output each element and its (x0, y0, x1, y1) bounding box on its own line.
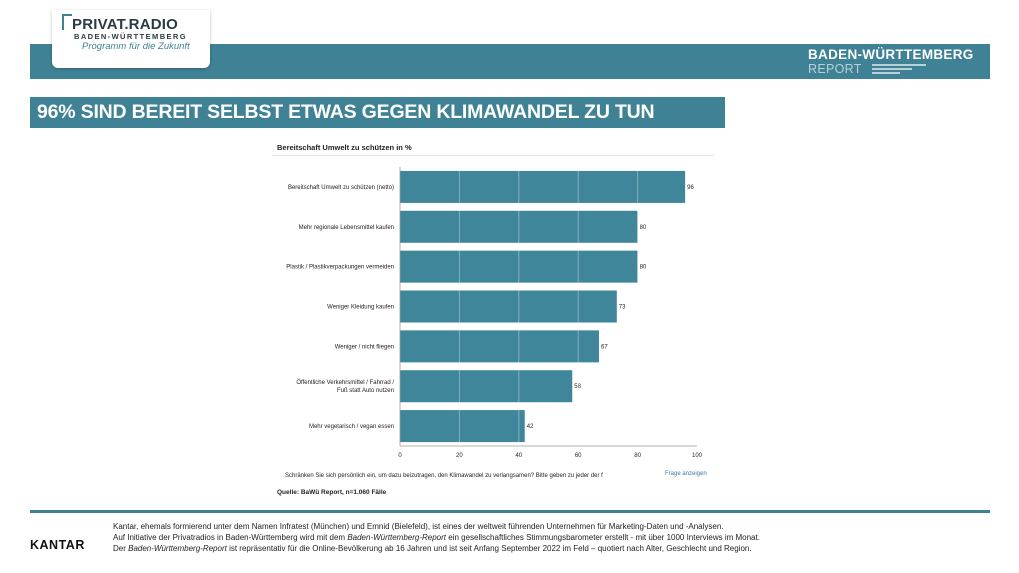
report-brand-subtitle: REPORT (808, 62, 862, 76)
bar (400, 330, 599, 363)
bar (400, 290, 617, 323)
value-label: 42 (527, 424, 534, 430)
value-label: 96 (687, 185, 694, 191)
footer-line-1: Kantar, ehemals formierend unter dem Nam… (113, 522, 724, 531)
logo-tagline: Programm für die Zukunft (82, 41, 190, 52)
bar (400, 210, 638, 243)
category-label: Bereitschaft Umwelt zu schützen (netto) (288, 185, 394, 191)
kantar-logo: KANTAR (30, 538, 85, 552)
x-tick-label: 0 (398, 453, 402, 459)
category-label: Fuß statt Auto nutzen (337, 388, 394, 394)
survey-question: Schränken Sie sich persönlich ein, um da… (285, 473, 603, 479)
category-label: Plastik / Plastikverpackungen vermeiden (286, 265, 394, 271)
footer-line-2: Auf Initiative der Privatradios in Baden… (113, 533, 760, 542)
source-note: Quelle: BaWü Report, n=1.060 Fälle (277, 489, 387, 496)
report-bars-icon (872, 64, 926, 76)
bar-chart: 96 Bereitschaft Umwelt zu schützen (netto… (286, 167, 703, 459)
x-tick-label: 40 (515, 453, 522, 459)
report-brand-title: BADEN-WÜRTTEMBERG (808, 47, 974, 62)
value-label: 80 (640, 225, 647, 231)
value-label: 73 (619, 305, 626, 311)
footer-text: Kantar, ehemals formierend unter dem Nam… (113, 521, 993, 554)
value-label: 58 (574, 384, 581, 390)
category-label: Öffentliche Verkehrsmittel / Fahrrad / (296, 379, 394, 386)
x-tick-label: 100 (692, 453, 703, 459)
logo-title: PRIVAT.RADIO (72, 16, 179, 33)
bar (400, 370, 573, 403)
privat-radio-logo: PRIVAT.RADIO BADEN-WÜRTTEMBERG Programm … (52, 10, 210, 68)
show-question-link[interactable]: Frage anzeigen (665, 471, 707, 477)
page-headline: 96% SIND BEREIT SELBST ETWAS GEGEN KLIMA… (30, 97, 725, 128)
x-tick-label: 60 (575, 453, 582, 459)
chart-title: Bereitschaft Umwelt zu schützen in % (277, 143, 412, 152)
value-label: 67 (601, 344, 608, 350)
logo-bracket-icon (62, 14, 72, 30)
value-label: 80 (640, 265, 647, 271)
x-tick-label: 20 (456, 453, 463, 459)
chart-title-divider (272, 155, 714, 156)
logo-subtitle: BADEN-WÜRTTEMBERG (74, 32, 187, 41)
footer-line-3: Der Baden-Württemberg-Report ist repräse… (113, 544, 752, 553)
x-tick-label: 80 (634, 453, 641, 459)
bar (400, 170, 686, 203)
category-label: Mehr vegetarisch / vegan essen (309, 424, 394, 430)
category-label: Weniger / nicht fliegen (335, 344, 394, 350)
category-label: Weniger Kleidung kaufen (327, 305, 394, 311)
category-label: Mehr regionale Lebensmittel kaufen (299, 225, 394, 231)
footer-divider (30, 510, 990, 513)
bar (400, 250, 638, 283)
bar (400, 410, 525, 443)
